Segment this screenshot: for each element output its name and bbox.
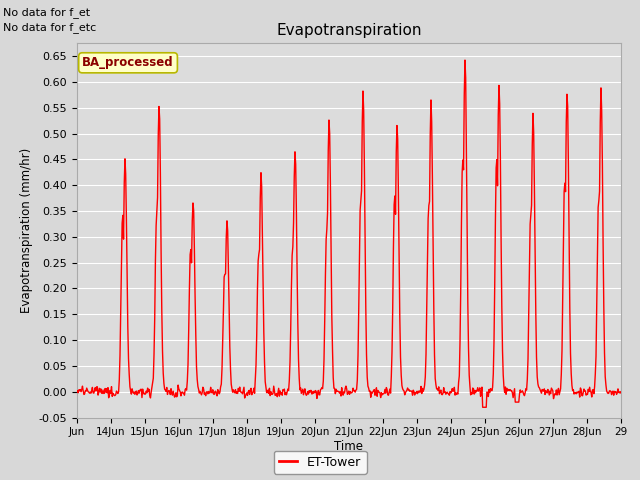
Text: No data for f_etc: No data for f_etc [3,22,97,33]
Y-axis label: Evapotranspiration (mm/hr): Evapotranspiration (mm/hr) [20,148,33,313]
Legend: ET-Tower: ET-Tower [273,451,367,474]
Title: Evapotranspiration: Evapotranspiration [276,23,422,38]
X-axis label: Time: Time [334,440,364,453]
Text: BA_processed: BA_processed [82,56,174,69]
Text: No data for f_et: No data for f_et [3,7,90,18]
